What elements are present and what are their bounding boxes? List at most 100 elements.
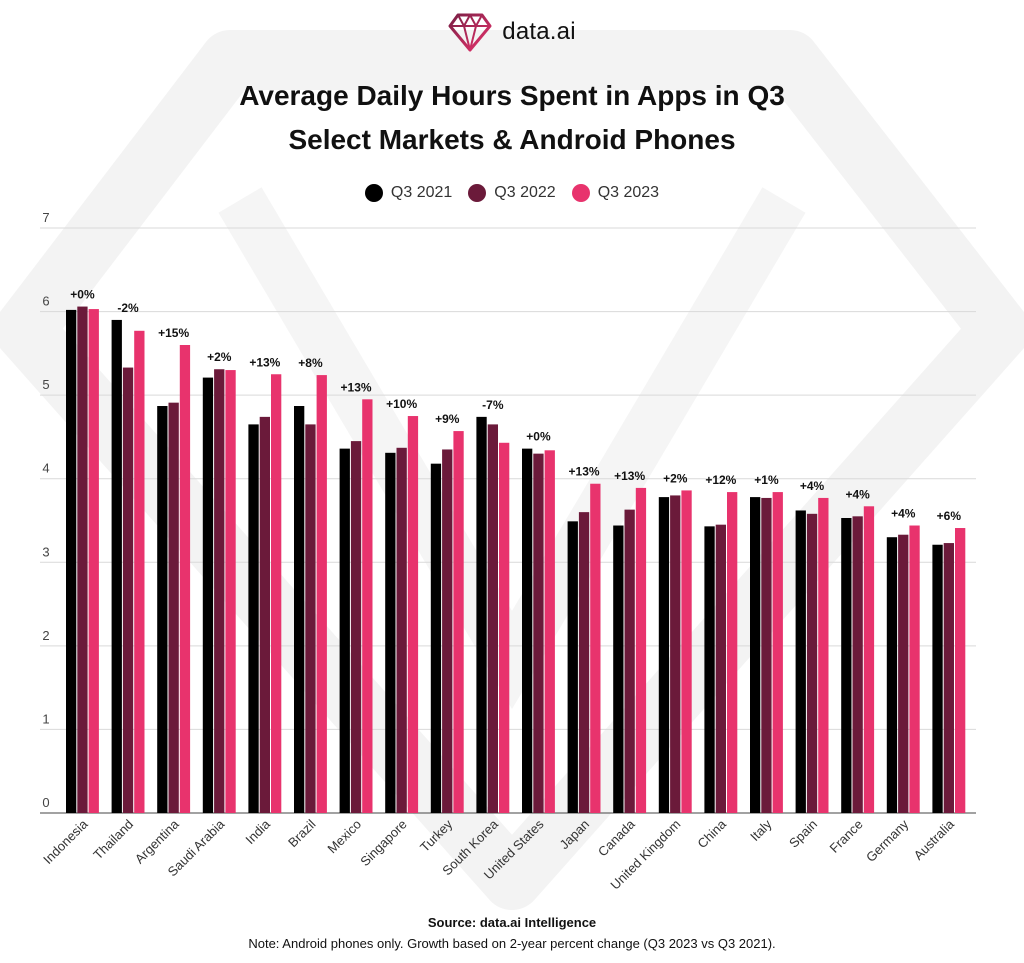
growth-label: +2%	[207, 350, 232, 364]
legend-swatch-q3-2021	[364, 184, 383, 202]
y-tick-label: 7	[42, 210, 49, 225]
growth-label: +13%	[569, 465, 600, 479]
bar	[624, 509, 635, 813]
growth-label: +0%	[70, 288, 95, 302]
bar	[396, 447, 407, 813]
bar	[134, 330, 145, 813]
y-tick-label: 6	[42, 294, 49, 309]
bar	[635, 487, 647, 813]
brand-logo-text: data.ai	[502, 18, 576, 45]
growth-label: +8%	[298, 356, 323, 370]
chart-title-line-1: Average Daily Hours Spent in Apps in Q3	[239, 80, 785, 111]
x-tick-label: Australia	[911, 816, 958, 863]
growth-label: +9%	[435, 412, 460, 426]
source-text: Source: data.ai Intelligence	[427, 915, 597, 930]
bar	[248, 424, 259, 813]
diamond-icon	[448, 13, 492, 52]
bar	[852, 516, 863, 813]
x-tick-label: Brazil	[285, 816, 319, 850]
bar	[943, 543, 954, 813]
y-tick-label: 1	[42, 711, 49, 726]
x-tick-label: India	[242, 816, 273, 847]
x-tick-label: Spain	[786, 817, 820, 851]
bar	[715, 524, 726, 813]
bar	[442, 449, 453, 813]
growth-label: +0%	[526, 430, 551, 444]
bar	[339, 448, 350, 813]
growth-label: +2%	[663, 471, 688, 485]
y-tick-label: 0	[42, 795, 49, 810]
x-tick-label: Mexico	[324, 817, 364, 857]
bar	[613, 525, 624, 813]
x-tick-label: Italy	[747, 816, 775, 844]
bar	[704, 526, 715, 813]
x-tick-label: Singapore	[357, 817, 410, 870]
legend-label-q3-2022: Q3 2022	[494, 184, 556, 201]
bar	[886, 537, 898, 813]
x-tick-label: Turkey	[417, 816, 456, 855]
bar	[202, 377, 214, 813]
bar	[578, 512, 590, 813]
x-tick-label: Thailand	[90, 817, 136, 863]
bar	[271, 374, 282, 813]
bar	[727, 492, 738, 813]
bar	[111, 319, 122, 813]
x-tick-label: Canada	[595, 816, 638, 859]
bar	[350, 441, 362, 813]
bar	[362, 399, 373, 813]
y-tick-label: 2	[42, 628, 49, 643]
growth-label: +4%	[845, 487, 870, 501]
x-tick-label: Germany	[863, 816, 912, 865]
bar	[681, 490, 692, 813]
bar	[567, 521, 578, 813]
legend-swatch-q3-2023	[571, 184, 590, 202]
bar	[522, 448, 533, 813]
x-tick-label: France	[827, 817, 866, 856]
note-text: Note: Android phones only. Growth based …	[248, 936, 776, 951]
bar	[806, 513, 818, 813]
growth-label: +6%	[937, 509, 962, 523]
legend-item-q3-2022: Q3 2022	[468, 184, 556, 202]
bar	[179, 345, 191, 813]
bar	[225, 370, 236, 813]
x-tick-label: Japan	[557, 817, 593, 853]
bar	[932, 544, 943, 813]
growth-label: +1%	[754, 473, 779, 487]
brand-header: data.ai	[0, 12, 1024, 52]
bar	[168, 402, 179, 813]
growth-label: -7%	[482, 398, 504, 412]
y-tick-label: 3	[42, 544, 49, 559]
growth-label: +4%	[891, 507, 916, 521]
bar	[88, 309, 99, 813]
chart-title-line-2: Select Markets & Android Phones	[288, 124, 736, 155]
legend-item-q3-2021: Q3 2021	[364, 184, 453, 202]
y-tick-label: 4	[42, 461, 49, 476]
bar	[499, 442, 510, 813]
legend-item-q3-2023: Q3 2023	[571, 184, 660, 202]
bar	[385, 452, 396, 813]
bar	[761, 497, 772, 813]
bar	[658, 497, 670, 813]
bar	[898, 534, 909, 813]
bar	[841, 517, 852, 813]
bar	[772, 492, 783, 813]
bar	[77, 306, 88, 813]
bar	[294, 406, 305, 813]
bar	[909, 525, 920, 813]
bar	[544, 450, 555, 813]
bar	[407, 416, 419, 813]
legend-label-q3-2023: Q3 2023	[597, 184, 660, 201]
legend-label-q3-2021: Q3 2021	[390, 184, 453, 201]
x-tick-label: China	[694, 816, 729, 851]
bar	[863, 506, 875, 813]
chart-title: Average Daily Hours Spent in Apps in Q3 …	[0, 74, 1024, 162]
chart-legend: Q3 2021 Q3 2022 Q3 2023	[0, 184, 1024, 202]
growth-label: +13%	[614, 469, 645, 483]
bar	[305, 424, 316, 813]
bar	[214, 369, 225, 813]
bar	[122, 367, 134, 813]
growth-label: +4%	[800, 479, 825, 493]
bar	[533, 453, 544, 813]
bar	[259, 416, 270, 813]
